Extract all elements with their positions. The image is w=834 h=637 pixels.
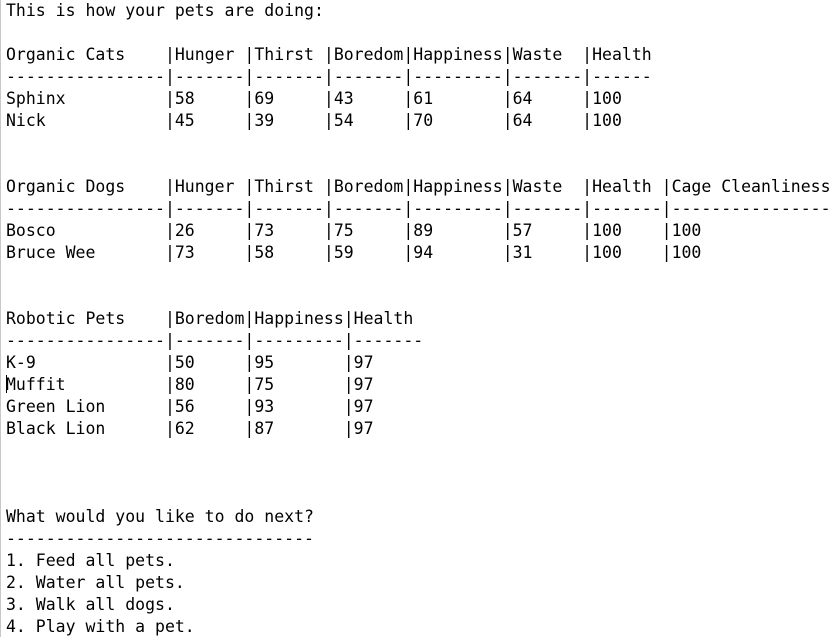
status-intro: This is how your pets are doing:: [6, 1, 324, 20]
text-cursor: [6, 375, 7, 393]
dogs-table-header: Organic Dogs |Hunger |Thirst |Boredom|Ha…: [6, 177, 831, 196]
robots-table-separator: ----------------|-------|---------|-----…: [6, 331, 424, 350]
cats-table-row: Nick |45 |39 |54 |70 |64 |100: [6, 111, 622, 130]
robots-table-row: Green Lion |56 |93 |97: [6, 397, 374, 416]
dogs-table-row: Bruce Wee |73 |58 |59 |94 |31 |100 |100: [6, 243, 702, 262]
robots-table-row: Muffit |80 |75 |97: [6, 375, 374, 394]
menu-option: 1. Feed all pets.: [6, 551, 175, 570]
menu-prompt: What would you like to do next?: [6, 507, 314, 526]
robots-table-row: Black Lion |62 |87 |97: [6, 419, 374, 438]
dogs-table-separator: ----------------|-------|-------|-------…: [6, 199, 831, 218]
menu-option: 4. Play with a pet.: [6, 617, 195, 636]
cats-table-row: Sphinx |58 |69 |43 |61 |64 |100: [6, 89, 622, 108]
menu-separator: -------------------------------: [6, 529, 314, 548]
menu-option: 3. Walk all dogs.: [6, 595, 175, 614]
cats-table-header: Organic Cats |Hunger |Thirst |Boredom|Ha…: [6, 45, 652, 64]
cats-table-separator: ----------------|-------|-------|-------…: [6, 67, 652, 86]
menu-option: 2. Water all pets.: [6, 573, 185, 592]
dogs-table-row: Bosco |26 |73 |75 |89 |57 |100 |100: [6, 221, 702, 240]
robots-table-row: K-9 |50 |95 |97: [6, 353, 374, 372]
robots-table-header: Robotic Pets |Boredom|Happiness|Health: [6, 309, 414, 328]
